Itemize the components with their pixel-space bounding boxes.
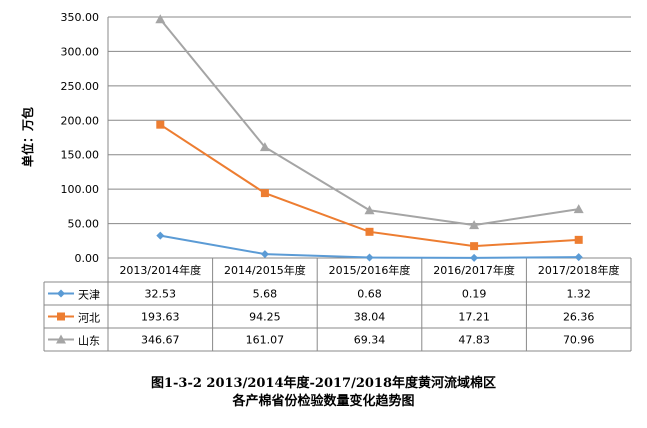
series-line-2 <box>159 18 579 227</box>
data-point <box>470 253 479 262</box>
data-point <box>574 235 583 244</box>
table-cell: 17.21 <box>458 311 490 324</box>
data-point <box>469 220 480 230</box>
chart-title: 图1-3-2 2013/2014年度-2017/2018年度黄河流域棉区 <box>150 376 497 391</box>
data-point <box>470 242 479 251</box>
y-tick-label: 250.00 <box>61 80 100 93</box>
y-tick-label: 350.00 <box>61 11 100 24</box>
table-cell: 47.83 <box>458 334 490 347</box>
data-point <box>365 253 374 262</box>
chart-subtitle: 各产棉省份检验数量变化趋势图 <box>232 394 415 409</box>
legend-marker <box>56 334 66 344</box>
data-point <box>260 189 269 198</box>
table-cell: 193.63 <box>141 311 180 324</box>
table-cell: 5.68 <box>253 288 278 301</box>
table-cell: 0.68 <box>357 288 382 301</box>
table-cell: 38.04 <box>354 311 386 324</box>
table-cell: 70.96 <box>563 334 595 347</box>
y-axis-label: 单位：万包 <box>20 107 35 167</box>
x-category-label: 2016/2017年度 <box>433 263 515 277</box>
legend-marker <box>57 312 65 321</box>
table-cell: 94.25 <box>249 311 281 324</box>
legend-label: 天津 <box>78 289 100 302</box>
x-category-label: 2017/2018年度 <box>538 263 620 277</box>
data-point <box>573 204 584 214</box>
y-tick-label: 100.00 <box>61 183 100 196</box>
data-point <box>155 14 166 24</box>
x-category-label: 2015/2016年度 <box>329 263 411 277</box>
data-point <box>364 205 375 215</box>
data-point <box>259 142 270 152</box>
table-cell: 69.34 <box>354 334 386 347</box>
data-point <box>574 253 583 262</box>
y-tick-label: 0.00 <box>75 252 100 265</box>
y-tick-label: 50.00 <box>68 218 100 231</box>
y-tick-label: 300.00 <box>61 45 100 58</box>
table-cell: 346.67 <box>141 334 180 347</box>
x-category-label: 2013/2014年度 <box>119 263 201 277</box>
legend-label: 河北 <box>78 312 100 325</box>
y-tick-label: 150.00 <box>61 149 100 162</box>
data-point <box>260 250 269 259</box>
x-category-label: 2014/2015年度 <box>224 263 306 277</box>
table-cell: 26.36 <box>563 311 595 324</box>
table-cell: 1.32 <box>566 288 591 301</box>
legend-marker <box>57 289 65 298</box>
table-cell: 32.53 <box>145 288 177 301</box>
table-cell: 161.07 <box>246 334 285 347</box>
legend-label: 山东 <box>78 335 100 348</box>
y-tick-label: 200.00 <box>61 114 100 127</box>
data-point <box>156 120 165 129</box>
table-cell: 0.19 <box>462 288 487 301</box>
data-point <box>365 227 374 236</box>
data-point <box>156 231 165 240</box>
